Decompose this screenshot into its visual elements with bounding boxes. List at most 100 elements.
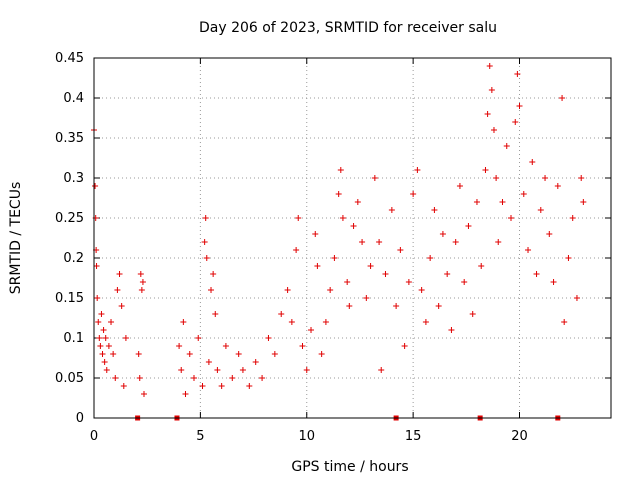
data-point bbox=[359, 239, 366, 245]
data-point bbox=[136, 375, 143, 381]
plot-frame bbox=[93, 57, 612, 419]
data-point bbox=[108, 319, 115, 325]
data-point bbox=[190, 375, 197, 381]
data-point bbox=[293, 247, 300, 253]
data-point bbox=[135, 351, 142, 357]
data-point bbox=[484, 111, 491, 117]
data-point bbox=[512, 119, 519, 125]
data-point bbox=[469, 311, 476, 317]
data-point bbox=[318, 351, 325, 357]
data-point bbox=[569, 215, 576, 221]
data-point bbox=[478, 263, 485, 269]
data-point bbox=[401, 343, 408, 349]
data-point bbox=[299, 343, 306, 349]
chart-title: Day 206 of 2023, SRMTID for receiver sal… bbox=[199, 20, 497, 36]
data-point bbox=[414, 167, 421, 173]
data-point bbox=[546, 231, 553, 237]
data-point bbox=[580, 199, 587, 205]
data-point bbox=[405, 279, 412, 285]
data-point bbox=[327, 287, 334, 293]
data-point bbox=[138, 287, 145, 293]
data-point bbox=[322, 319, 329, 325]
y-tick-label: 0.25 bbox=[55, 211, 84, 226]
data-point bbox=[314, 263, 321, 269]
data-point bbox=[488, 87, 495, 93]
data-point bbox=[561, 319, 568, 325]
data-point bbox=[203, 255, 210, 261]
x-tick-label: 15 bbox=[405, 429, 422, 444]
data-point bbox=[499, 199, 506, 205]
data-point bbox=[550, 279, 557, 285]
data-point bbox=[118, 303, 125, 309]
data-point bbox=[418, 287, 425, 293]
data-point bbox=[94, 295, 101, 301]
data-point bbox=[529, 159, 536, 165]
data-point bbox=[93, 263, 100, 269]
data-point bbox=[199, 383, 206, 389]
data-point bbox=[393, 303, 400, 309]
data-point bbox=[208, 287, 215, 293]
data-point bbox=[533, 271, 540, 277]
data-point bbox=[180, 319, 187, 325]
y-tick-label: 0.4 bbox=[63, 91, 84, 106]
x-tick-label: 20 bbox=[511, 429, 528, 444]
data-point bbox=[182, 391, 189, 397]
data-point bbox=[431, 207, 438, 213]
data-point bbox=[331, 255, 338, 261]
data-point bbox=[495, 239, 502, 245]
data-point bbox=[508, 215, 515, 221]
data-point bbox=[259, 375, 266, 381]
data-point bbox=[525, 247, 532, 253]
data-point bbox=[439, 231, 446, 237]
data-point bbox=[112, 375, 119, 381]
y-tick-label: 0.35 bbox=[55, 131, 84, 146]
y-tick-label: 0.05 bbox=[55, 371, 84, 386]
data-point bbox=[201, 239, 208, 245]
data-point bbox=[214, 367, 221, 373]
data-point bbox=[195, 335, 202, 341]
data-point bbox=[371, 175, 378, 181]
data-point bbox=[139, 279, 146, 285]
data-point bbox=[376, 239, 383, 245]
data-point bbox=[378, 367, 385, 373]
x-tick-label: 5 bbox=[196, 429, 204, 444]
data-point bbox=[265, 335, 272, 341]
data-point bbox=[202, 215, 209, 221]
data-point bbox=[490, 127, 497, 133]
data-point bbox=[350, 223, 357, 229]
data-point bbox=[382, 271, 389, 277]
data-point bbox=[252, 359, 259, 365]
data-point bbox=[456, 183, 463, 189]
data-point bbox=[388, 207, 395, 213]
y-tick-label: 0.1 bbox=[63, 331, 84, 346]
x-tick-labels: 0 5 10 15 20 bbox=[90, 429, 528, 444]
data-points bbox=[91, 63, 587, 397]
data-point bbox=[210, 271, 217, 277]
y-tick-label: 0 bbox=[76, 411, 84, 426]
data-point bbox=[363, 295, 370, 301]
data-point bbox=[284, 287, 291, 293]
data-point bbox=[102, 335, 109, 341]
data-point bbox=[222, 343, 229, 349]
y-axis-label: SRMTID / TECUs bbox=[8, 182, 24, 295]
data-point bbox=[397, 247, 404, 253]
x-axis-label: GPS time / hours bbox=[291, 459, 408, 475]
data-point bbox=[100, 327, 107, 333]
data-point bbox=[110, 351, 117, 357]
y-tick-label: 0.3 bbox=[63, 171, 84, 186]
data-point bbox=[178, 367, 185, 373]
data-point bbox=[98, 311, 105, 317]
data-point bbox=[92, 183, 99, 189]
data-point bbox=[205, 359, 212, 365]
data-point bbox=[427, 255, 434, 261]
tick-layer bbox=[93, 57, 611, 419]
x-tick-label: 10 bbox=[298, 429, 315, 444]
data-point bbox=[114, 287, 121, 293]
data-point bbox=[473, 199, 480, 205]
data-point bbox=[176, 343, 183, 349]
data-point bbox=[344, 279, 351, 285]
data-point bbox=[503, 143, 510, 149]
data-point bbox=[520, 191, 527, 197]
x-tick-label: 0 bbox=[90, 429, 98, 444]
